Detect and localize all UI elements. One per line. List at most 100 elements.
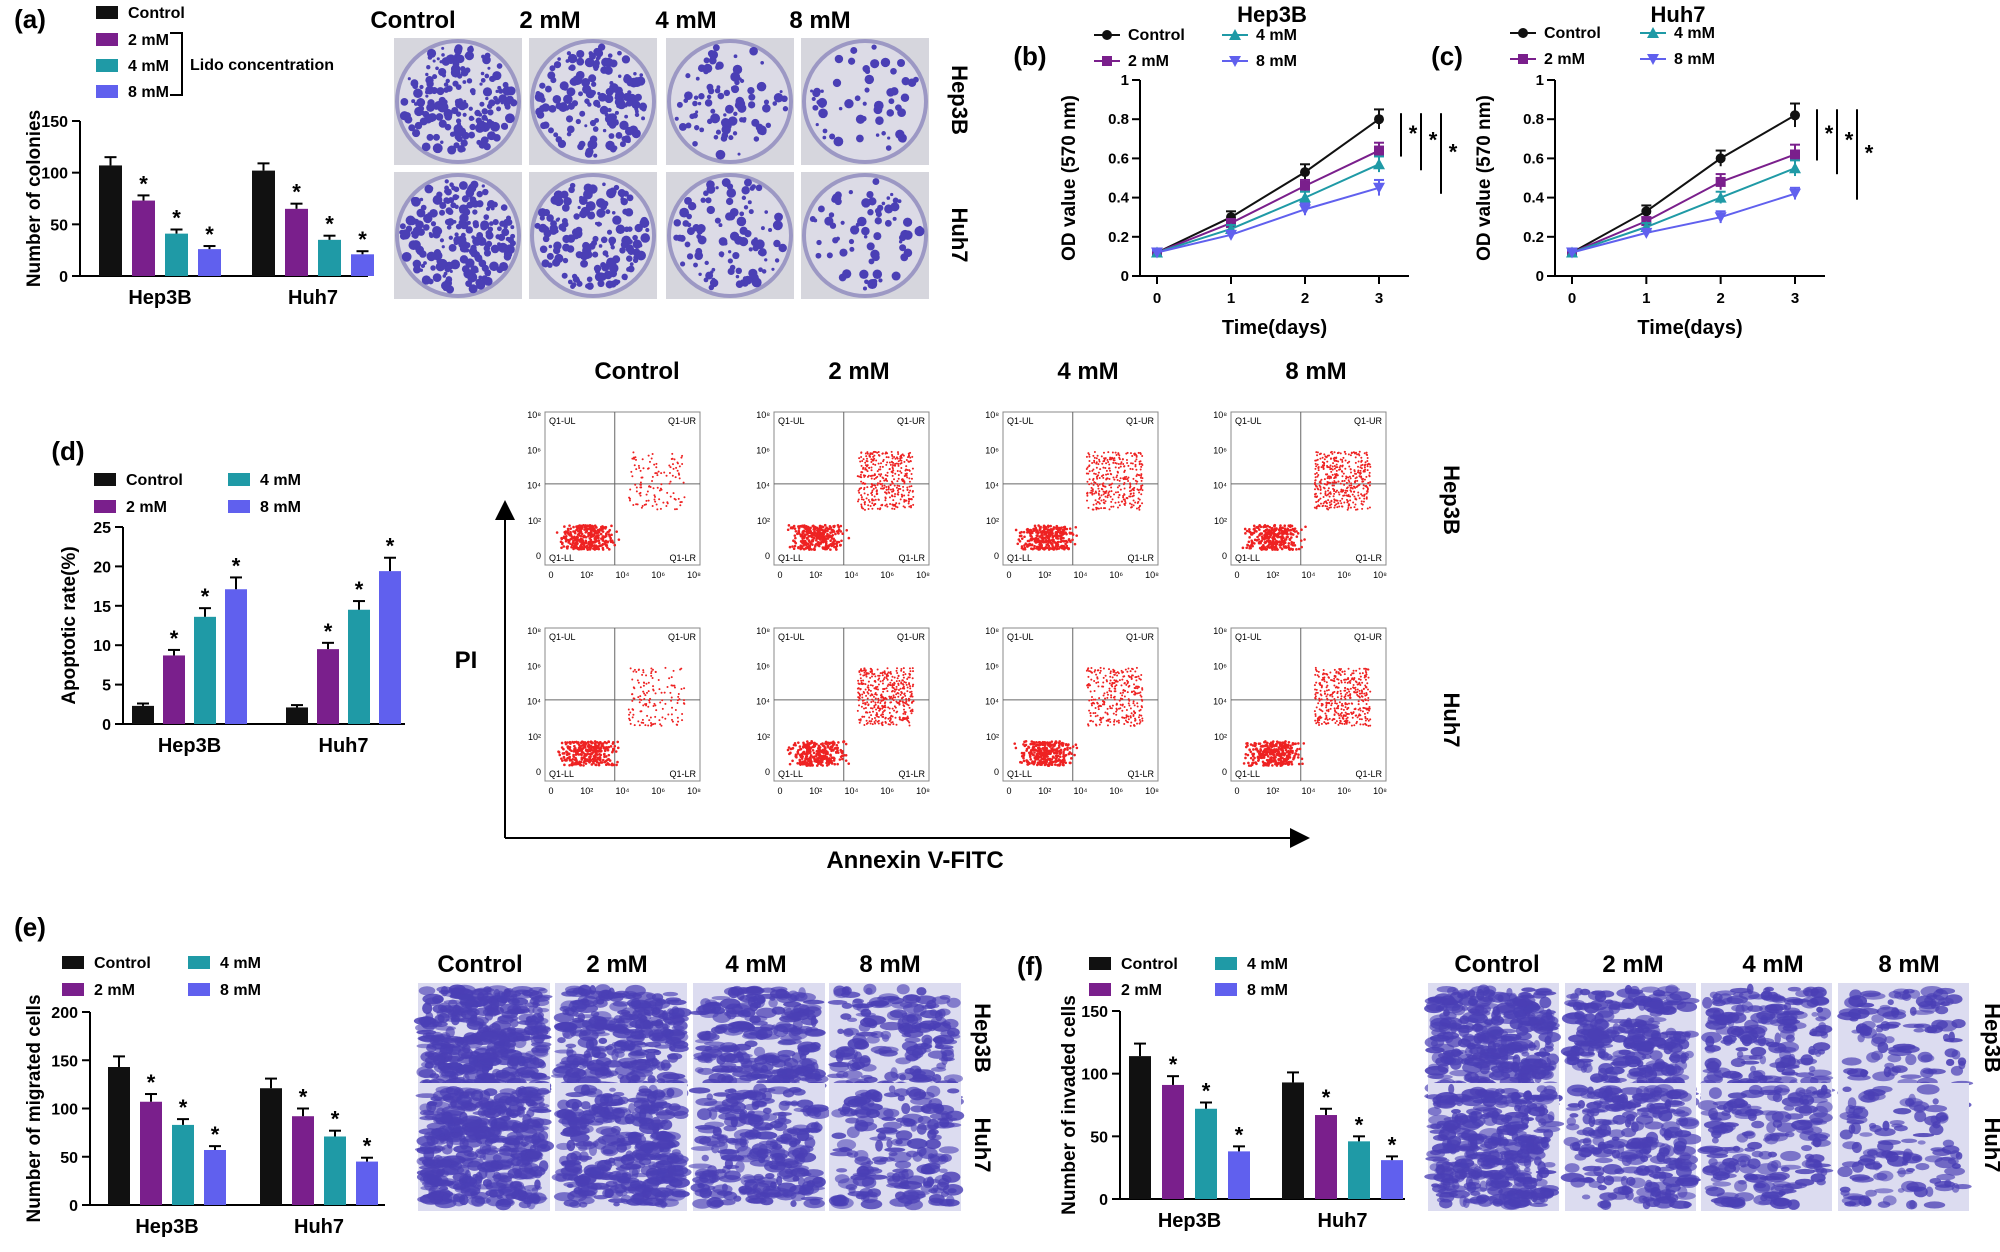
flow-event: [1100, 455, 1103, 458]
y-tick-label: 0.8: [1523, 111, 1544, 128]
flow-event: [798, 748, 802, 751]
colony: [561, 204, 570, 212]
colony: [730, 71, 741, 82]
legend-swatch: [96, 85, 118, 98]
flow-event: [877, 697, 880, 700]
flow-event: [632, 670, 635, 673]
flow-event: [1245, 529, 1249, 533]
colony: [812, 89, 821, 98]
flow-event: [1271, 527, 1275, 531]
flow-event: [560, 536, 563, 540]
flow-event: [633, 724, 636, 727]
flow-event: [1328, 495, 1331, 498]
flow-event: [1106, 458, 1109, 461]
flow-event: [1339, 468, 1342, 471]
colony: [575, 118, 581, 125]
series-line: [1156, 149, 1380, 254]
flow-y-tick: 0: [994, 551, 999, 561]
flow-event: [896, 493, 899, 496]
flow-event: [571, 543, 574, 547]
flow-event: [1117, 491, 1120, 494]
flow-event: [888, 496, 891, 499]
flow-event: [577, 748, 581, 751]
flow-event: [822, 756, 826, 760]
flow-event: [565, 750, 568, 753]
flow-event: [1330, 470, 1333, 473]
quadrant-label: Q1-UR: [897, 416, 926, 426]
flow-event: [835, 548, 838, 551]
colony: [840, 220, 845, 225]
flow-event: [872, 487, 875, 490]
flow-event: [1330, 500, 1333, 503]
flow-event: [899, 459, 902, 462]
flow-event: [871, 493, 874, 496]
flow-event: [1321, 461, 1324, 464]
colony: [507, 88, 513, 94]
flow-event: [815, 742, 818, 746]
flow-event: [873, 457, 876, 460]
flow-event: [1315, 451, 1318, 454]
flow-event: [1366, 469, 1369, 472]
flow-event: [1114, 462, 1117, 465]
colony: [616, 100, 627, 110]
flow-event: [1113, 459, 1116, 462]
flow-event: [592, 534, 596, 537]
flow-event: [1093, 456, 1096, 459]
flow-event: [657, 470, 660, 473]
flow-event: [906, 469, 909, 472]
flow-event: [590, 752, 593, 755]
quadrant-label: Q1-LR: [1355, 553, 1382, 563]
flow-event: [1329, 491, 1332, 494]
x-tick-label: 3: [1375, 290, 1383, 307]
flow-event: [651, 676, 654, 679]
flow-event: [897, 452, 900, 455]
flow-event: [666, 491, 669, 494]
flow-event: [590, 542, 594, 545]
flow-event: [1090, 486, 1093, 489]
flow-event: [1342, 489, 1345, 492]
colony: [815, 122, 819, 127]
flow-y-tick: 10²: [528, 516, 541, 526]
flow-event: [793, 540, 797, 543]
colony: [727, 258, 733, 264]
colony: [546, 214, 554, 222]
flow-event: [652, 723, 655, 726]
flow-event: [1275, 527, 1278, 530]
flow-event: [911, 455, 914, 458]
flow-event: [604, 527, 607, 530]
flow-event: [587, 534, 590, 538]
colony: [676, 234, 684, 242]
flow-event: [805, 750, 809, 753]
flow-event: [628, 499, 631, 502]
colony: [477, 235, 484, 242]
flow-event: [820, 536, 824, 540]
flow-event: [1295, 548, 1298, 551]
flow-event: [1354, 508, 1357, 511]
flow-event: [1123, 469, 1126, 472]
significance-star: *: [170, 626, 179, 651]
flow-event: [871, 491, 874, 494]
flow-event: [1122, 463, 1125, 466]
flow-event: [592, 745, 596, 749]
flow-event: [1090, 482, 1093, 485]
flow-event: [1349, 468, 1352, 471]
flow-event: [886, 505, 889, 508]
flow-event: [677, 497, 680, 500]
flow-event: [671, 474, 674, 477]
colony: [891, 271, 901, 281]
flow-event: [860, 470, 863, 473]
flow-event: [1022, 547, 1025, 551]
flow-event: [1368, 475, 1371, 478]
flow-event: [559, 540, 563, 544]
colony: [739, 78, 745, 84]
flow-event: [899, 487, 902, 490]
flow-event: [647, 499, 650, 502]
colony: [842, 269, 852, 279]
colony: [589, 135, 598, 143]
flow-event: [870, 466, 873, 469]
flow-event: [1278, 529, 1282, 532]
marker: [1647, 27, 1659, 38]
colony: [818, 205, 825, 213]
colony: [535, 96, 539, 100]
flow-event: [860, 480, 863, 483]
